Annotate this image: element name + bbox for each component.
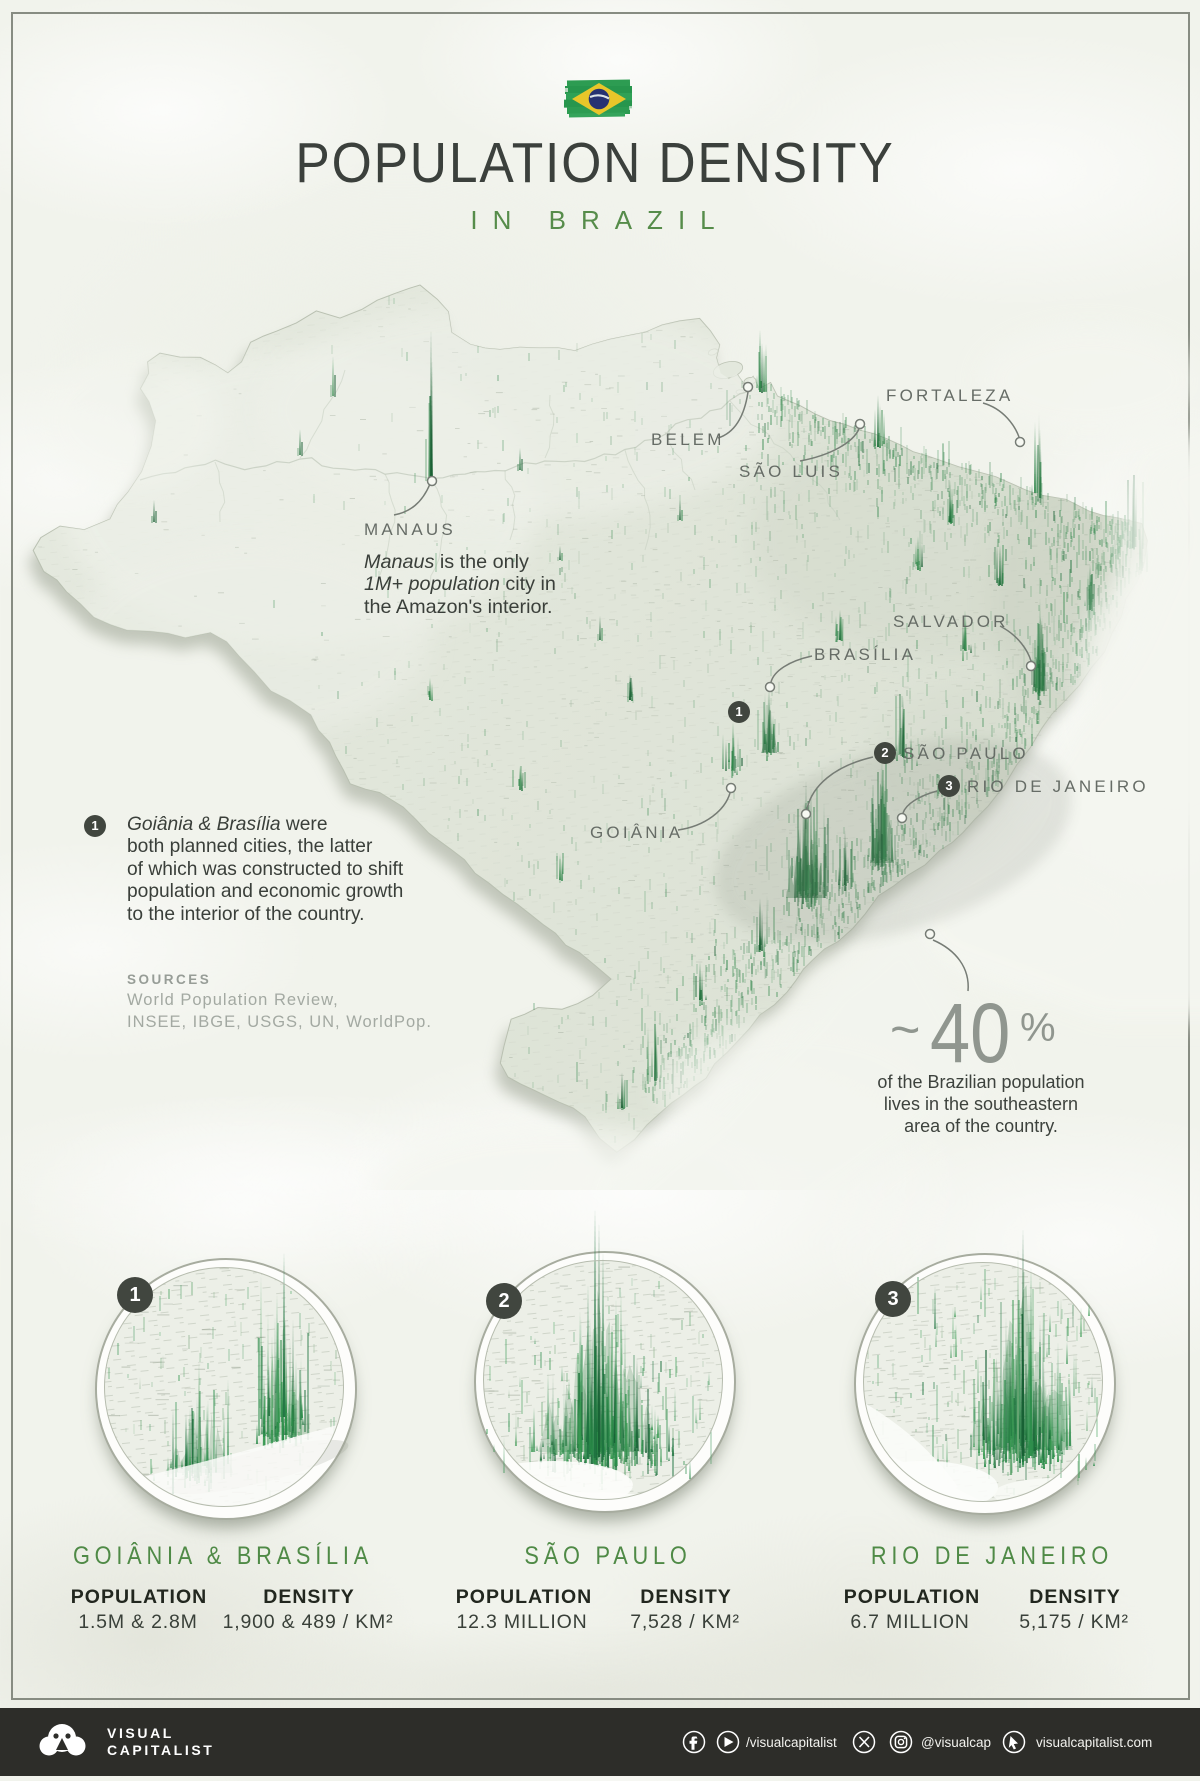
svg-text:@visualcap: @visualcap — [921, 1735, 991, 1750]
svg-text:~: ~ — [890, 1001, 920, 1059]
svg-text:VISUAL: VISUAL — [107, 1725, 174, 1741]
svg-text:CAPITALIST: CAPITALIST — [107, 1742, 214, 1758]
svg-text:%: % — [1020, 1006, 1056, 1050]
svg-text:visualcapitalist.com: visualcapitalist.com — [1036, 1735, 1152, 1750]
svg-text:/visualcapitalist: /visualcapitalist — [746, 1735, 837, 1750]
svg-text:40: 40 — [930, 986, 1010, 1075]
